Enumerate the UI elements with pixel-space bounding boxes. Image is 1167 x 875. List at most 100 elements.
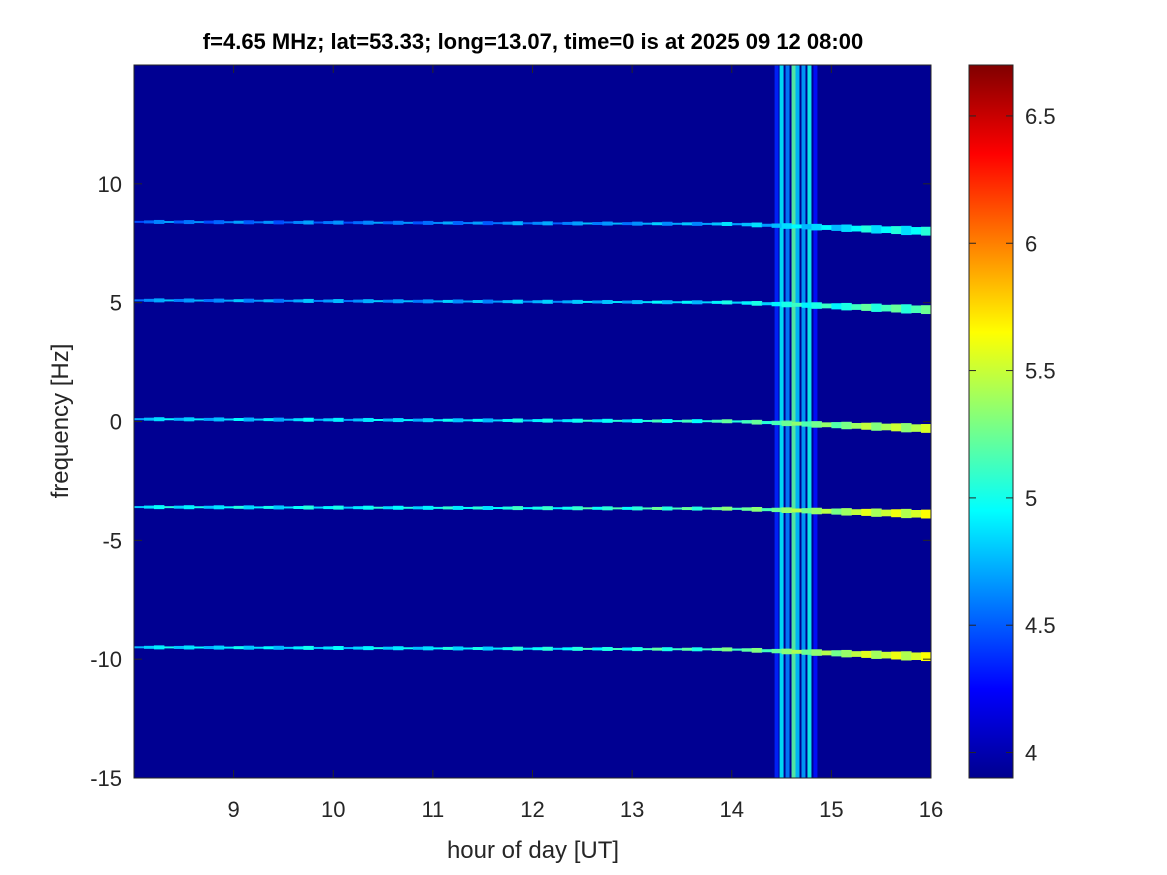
colorbar-gradient [968, 64, 1014, 779]
trace-1-segment [632, 300, 643, 305]
trace-4-segment [303, 645, 314, 650]
trace-1-segment [213, 298, 225, 303]
trace-2-segment [891, 423, 902, 432]
trace-1-segment [691, 300, 703, 305]
trace-2-segment [253, 418, 265, 421]
trace-4-segment [891, 651, 902, 660]
trace-2-segment [612, 419, 623, 422]
trace-1-segment [153, 298, 165, 303]
colorbar-tick-label: 5.5 [1025, 359, 1056, 384]
trace-0-segment [263, 220, 274, 224]
trace-1-segment [642, 301, 653, 304]
trace-1-segment [881, 304, 892, 312]
trace-2-segment [502, 418, 514, 422]
colorbar-tick-label: 4.5 [1025, 613, 1056, 638]
trace-4-segment [462, 647, 474, 650]
trace-2-segment [203, 417, 215, 421]
trace-0-segment [153, 219, 165, 224]
x-axis-ticks: 9 10 11 12 13 14 15 16 [228, 65, 943, 822]
trace-4-segment [901, 651, 912, 661]
trace-2-segment [811, 421, 822, 428]
trace-3-segment [462, 506, 474, 509]
trace-0-segment [512, 221, 524, 226]
trace-4-segment [343, 647, 354, 650]
trace-1-segment [393, 299, 404, 304]
trace-0-segment [592, 222, 603, 226]
trace-1-segment [363, 299, 374, 304]
trace-1-segment [303, 298, 314, 303]
trace-1-segment [801, 302, 812, 308]
trace-4-segment [592, 647, 603, 651]
trace-3-segment [751, 506, 763, 512]
trace-4-segment [134, 646, 145, 649]
trace-3-segment [801, 508, 812, 514]
trace-3-segment [303, 505, 314, 510]
trace-2-segment [153, 417, 165, 422]
trace-3-segment [861, 508, 872, 516]
trace-4-segment [522, 647, 533, 650]
trace-4-segment [741, 648, 753, 652]
trace-4-segment [602, 646, 613, 651]
trace-4-segment [333, 646, 344, 651]
trace-2-segment [512, 418, 524, 423]
trace-0-segment [871, 225, 882, 234]
trace-4-segment [731, 648, 743, 651]
trace-0-segment [622, 222, 633, 226]
trace-2-segment [841, 421, 852, 430]
trace-2-segment [851, 422, 862, 429]
trace-2-segment [393, 418, 404, 423]
trace-3-segment [572, 506, 583, 511]
trace-2-segment [422, 418, 434, 423]
trace-3-segment [243, 505, 255, 510]
trace-1-segment [721, 300, 733, 305]
trace-3-segment [871, 508, 882, 517]
x-tick-label: 14 [720, 797, 744, 822]
trace-2-segment [343, 418, 354, 421]
trace-4-segment [851, 651, 862, 657]
trace-4-segment [821, 650, 832, 656]
trace-1-segment [472, 300, 484, 304]
trace-4-segment [811, 649, 822, 656]
trace-4-segment [193, 646, 205, 649]
trace-2-segment [771, 420, 783, 426]
trace-3-segment [691, 506, 703, 511]
trace-4-segment [163, 646, 175, 649]
trace-1-segment [293, 299, 304, 303]
trace-1-segment [353, 299, 364, 303]
trace-4-segment [542, 646, 553, 651]
trace-0-segment [402, 221, 414, 224]
trace-1-segment [223, 299, 235, 302]
trace-3-segment [432, 506, 444, 509]
trace-1-segment [542, 299, 553, 304]
trace-1-segment [273, 298, 284, 303]
trace-2-segment [452, 418, 464, 423]
trace-3-segment [203, 505, 215, 509]
trace-3-segment [283, 506, 294, 509]
trace-0-segment [851, 225, 862, 232]
trace-1-segment [572, 299, 583, 304]
trace-1-segment [821, 303, 832, 309]
trace-3-segment [851, 509, 862, 515]
trace-3-segment [452, 505, 464, 510]
trace-1-segment [761, 302, 773, 306]
trace-4-segment [632, 647, 643, 652]
trace-1-segment [701, 301, 713, 304]
trace-1-segment [482, 299, 494, 304]
trace-4-segment [353, 646, 364, 650]
trace-3-segment [173, 505, 185, 509]
x-axis-label: hour of day [UT] [447, 837, 619, 864]
trace-0-segment [741, 222, 753, 227]
trace-0-segment [482, 221, 494, 226]
trace-2-segment [213, 417, 225, 422]
y-tick-label: 0 [110, 410, 122, 435]
trace-1-segment [343, 300, 354, 303]
trace-3-segment [143, 505, 155, 509]
trace-0-segment [472, 221, 484, 225]
trace-0-segment [681, 222, 693, 226]
trace-4-segment [662, 647, 673, 652]
trace-0-segment [353, 221, 364, 225]
trace-1-segment [911, 305, 922, 314]
trace-0-segment [602, 221, 613, 226]
y-tick-label: -15 [90, 766, 122, 791]
trace-2-segment [173, 417, 185, 421]
